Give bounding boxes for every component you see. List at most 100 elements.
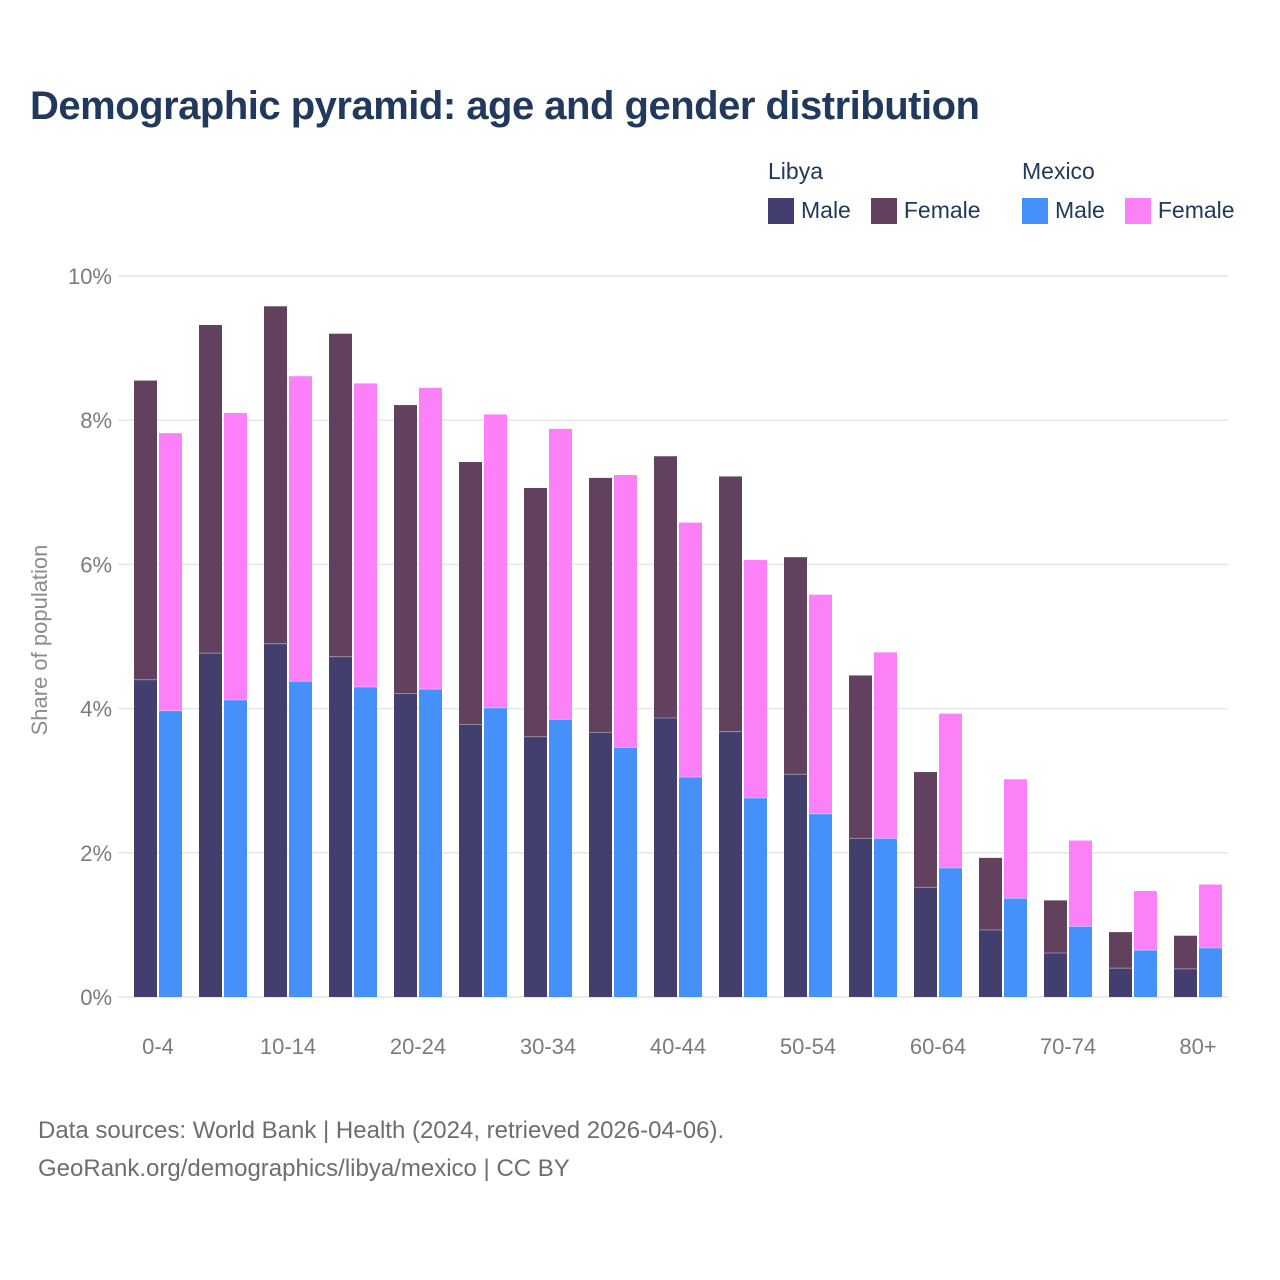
mexico-female-bar-15-19 [354,383,377,687]
libya-female-swatch-icon [870,197,897,224]
legend-row: Male Female [768,197,981,224]
libya-male-bar-55-59 [849,838,872,997]
y-tick-label: 2% [80,841,112,866]
chart-canvas: 0% 2% 4% 6% 8% 10% Share of population 0-4 10-14… [27,264,1228,1059]
x-tick-label: 30-34 [520,1034,576,1059]
x-tick-label: 70-74 [1040,1034,1096,1059]
mexico-female-bar-5-9 [224,412,247,700]
libya-female-bar-75-79 [1109,932,1132,969]
mexico-male-bar-10-14 [289,681,312,997]
libya-female-bar-65-69 [979,857,1002,930]
legend-item-label: Male [1055,197,1105,223]
mexico-female-bar-75-79 [1134,891,1157,951]
legend-group-libya: Libya Male Female [768,158,981,224]
chart-footer: Data sources: World Bank | Health (2024,… [38,1112,724,1188]
mexico-female-bar-65-69 [1004,779,1027,899]
y-tick-label: 4% [80,697,112,722]
legend-row: Male Female [1022,197,1235,224]
x-tick-label: 80+ [1179,1034,1216,1059]
libya-female-bar-50-54 [784,557,807,775]
mexico-male-bar-70-74 [1069,926,1092,997]
legend-item-mexico-female: Female [1124,197,1235,224]
y-tick-label: 6% [80,552,112,577]
mexico-male-bar-50-54 [809,813,832,997]
data-source-line: Data sources: World Bank | Health (2024,… [38,1117,725,1144]
legend-item-label: Female [903,197,981,223]
mexico-male-bar-40-44 [679,777,702,997]
mexico-male-bar-0-4 [159,710,182,997]
mexico-female-bar-35-39 [614,474,637,748]
libya-female-bar-70-74 [1044,900,1067,954]
mexico-female-bar-70-74 [1069,840,1092,927]
libya-male-bar-45-49 [719,731,742,997]
legend-item-label: Male [801,197,851,223]
mexico-male-bar-35-39 [614,747,637,997]
libya-male-bar-35-39 [589,732,612,997]
x-tick-label: 50-54 [780,1034,836,1059]
mexico-male-bar-25-29 [484,707,507,997]
mexico-female-bar-60-64 [939,713,962,868]
libya-female-bar-20-24 [394,405,417,694]
libya-female-bar-40-44 [654,456,677,718]
mexico-female-bar-30-34 [549,428,572,720]
x-tick-label: 0-4 [142,1034,174,1059]
mexico-male-bar-5-9 [224,699,247,997]
mexico-male-bar-55-59 [874,838,897,997]
libya-male-bar-65-69 [979,929,1002,997]
libya-male-bar-50-54 [784,774,807,997]
libya-male-swatch-icon [768,197,794,224]
mexico-male-bar-15-19 [354,686,377,997]
mexico-male-bar-20-24 [419,689,442,997]
libya-male-bar-10-14 [264,643,287,997]
x-tick-label: 20-24 [390,1034,446,1059]
libya-male-bar-30-34 [524,736,547,997]
mexico-male-bar-30-34 [549,719,572,997]
libya-female-bar-35-39 [589,477,612,733]
y-tick-label: 0% [80,985,112,1010]
libya-male-bar-20-24 [394,693,417,997]
libya-female-bar-15-19 [329,333,352,657]
libya-male-bar-40-44 [654,717,677,997]
libya-female-bar-25-29 [459,462,482,725]
x-tick-label: 40-44 [650,1034,706,1059]
mexico-male-bar-80+ [1199,947,1222,997]
legend-group-title: Mexico [1022,158,1095,184]
y-tick-label: 10% [68,264,112,289]
mexico-female-bar-25-29 [484,414,507,708]
libya-male-bar-25-29 [459,724,482,997]
libya-male-bar-60-64 [914,887,937,997]
mexico-female-bar-55-59 [874,652,897,839]
libya-male-bar-75-79 [1109,968,1132,997]
mexico-female-bar-10-14 [289,376,312,682]
legend-group-title: Libya [768,158,823,184]
libya-male-bar-80+ [1174,968,1197,997]
y-tick-label: 8% [80,408,112,433]
legend-item-label: Female [1157,197,1235,223]
mexico-female-bar-50-54 [809,594,832,814]
libya-female-bar-80+ [1174,935,1197,969]
mexico-male-bar-65-69 [1004,898,1027,997]
mexico-female-bar-40-44 [679,522,702,778]
mexico-male-bar-45-49 [744,798,767,997]
libya-female-bar-0-4 [134,380,157,680]
x-tick-label: 10-14 [260,1034,316,1059]
libya-male-bar-0-4 [134,679,157,997]
attribution-line: GeoRank.org/demographics/libya/mexico | … [38,1155,570,1182]
mexico-male-bar-60-64 [939,867,962,997]
libya-female-bar-30-34 [524,487,547,737]
libya-female-bar-45-49 [719,476,742,732]
legend-item-libya-female: Female [870,197,981,224]
x-tick-label: 60-64 [910,1034,966,1059]
libya-male-bar-70-74 [1044,953,1067,997]
legend-item-mexico-male: Male [1022,197,1105,224]
mexico-male-bar-75-79 [1134,950,1157,997]
legend-item-libya-male: Male [768,197,851,224]
mexico-female-bar-20-24 [419,387,442,690]
page-title: Demographic pyramid: age and gender dist… [30,84,980,128]
mexico-female-swatch-icon [1124,197,1151,224]
libya-male-bar-5-9 [199,653,222,997]
mexico-male-swatch-icon [1022,197,1048,224]
mexico-female-bar-0-4 [159,433,182,711]
libya-female-bar-10-14 [264,306,287,644]
